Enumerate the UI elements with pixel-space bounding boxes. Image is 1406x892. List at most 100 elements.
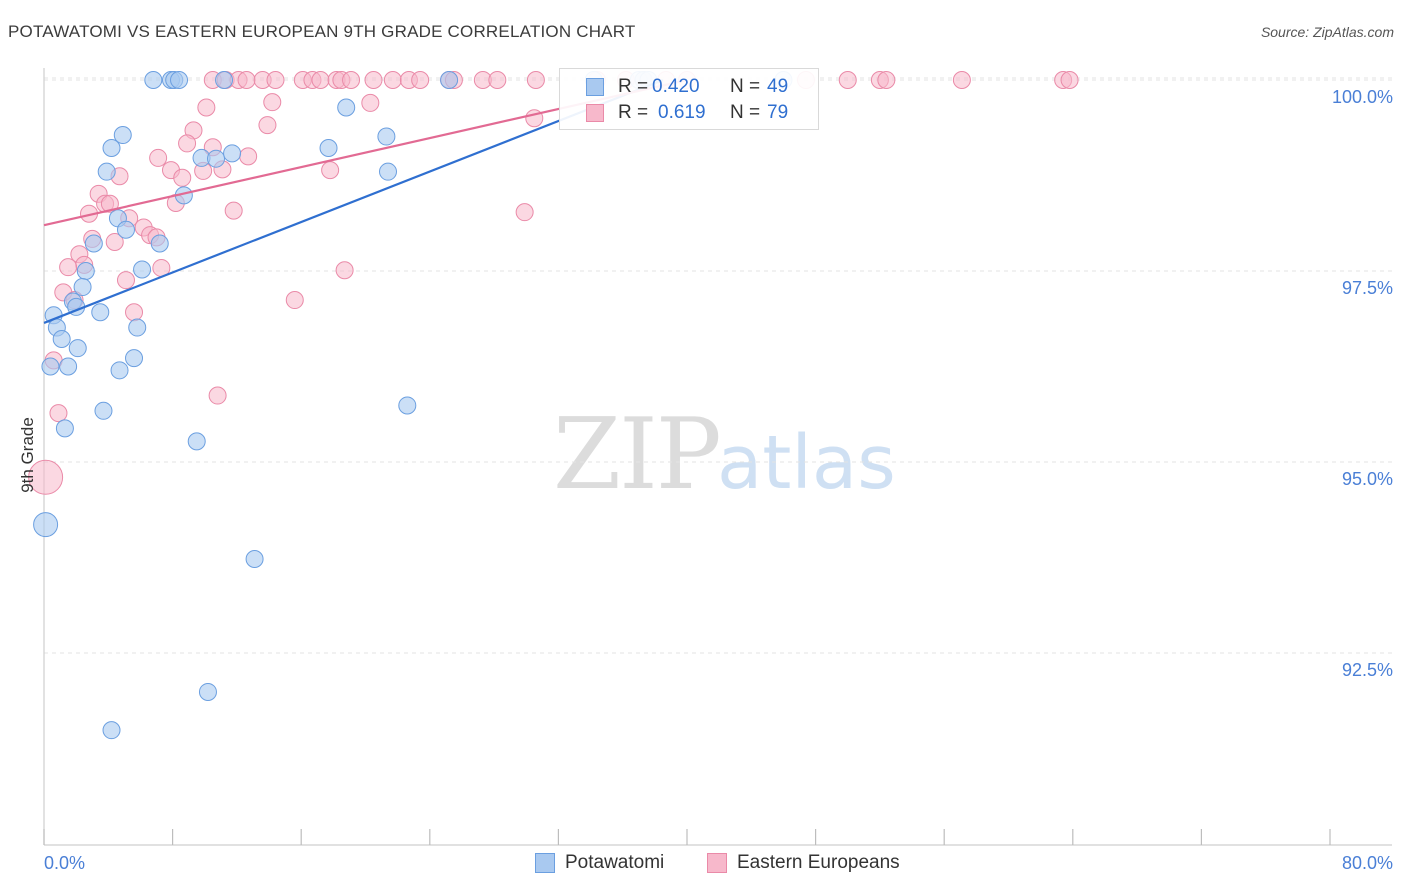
eastern-europeans-point <box>116 271 135 290</box>
potawatomi-point <box>84 234 103 253</box>
potawatomi-point <box>68 339 87 358</box>
potawatomi-point <box>398 396 417 415</box>
eastern-europeans-point <box>342 71 361 89</box>
eastern-europeans-point <box>208 386 227 405</box>
eastern-europeans-point <box>266 71 285 89</box>
eastern-europeans-point <box>263 93 282 112</box>
potawatomi-point <box>91 303 110 322</box>
x-tick-label: 0.0% <box>44 853 85 873</box>
potawatomi-point <box>215 71 234 89</box>
potawatomi-point <box>125 349 144 368</box>
eastern-europeans-point <box>239 147 258 166</box>
eastern-europeans-point <box>173 168 192 187</box>
chart-title: POTAWATOMI VS EASTERN EUROPEAN 9TH GRADE… <box>8 22 636 41</box>
potawatomi-point <box>207 149 226 168</box>
bottom-legend-potawatomi: Potawatomi <box>535 852 664 874</box>
eastern-europeans-point <box>197 98 216 117</box>
legend-swatch-pink <box>586 104 604 122</box>
eastern-europeans-point <box>411 71 430 89</box>
bottom-legend-swatch-pink <box>707 853 727 873</box>
eastern-europeans-point <box>526 71 545 89</box>
potawatomi-point <box>76 262 95 280</box>
potawatomi-point <box>133 260 152 279</box>
potawatomi-point <box>113 126 132 145</box>
eastern-europeans-points <box>28 71 1079 495</box>
potawatomi-point <box>110 361 129 380</box>
potawatomi-point <box>116 220 135 239</box>
eastern-europeans-point <box>1060 71 1079 89</box>
potawatomi-point <box>55 419 74 438</box>
potawatomi-point <box>187 432 206 451</box>
potawatomi-point <box>198 682 217 701</box>
y-tick-label: 97.5% <box>1342 278 1393 298</box>
legend-r-value: 0.420 <box>652 76 700 97</box>
potawatomi-point <box>223 144 242 163</box>
y-axis-label: 9th Grade <box>18 417 37 493</box>
potawatomi-point <box>128 318 147 337</box>
eastern-europeans-point <box>237 71 256 89</box>
y-tick-label: 92.5% <box>1342 660 1393 680</box>
eastern-europeans-point <box>361 93 380 112</box>
bottom-legend-label: Eastern Europeans <box>737 852 900 873</box>
potawatomi-point <box>144 71 163 89</box>
eastern-europeans-point <box>59 258 78 277</box>
watermark-zip: ZIP <box>553 398 722 512</box>
y-tick-label: 95.0% <box>1342 469 1393 489</box>
eastern-europeans-point <box>178 134 197 153</box>
legend-r-label: R = <box>618 76 649 97</box>
eastern-europeans-point <box>877 71 896 89</box>
source-label: Source: ZipAtlas.com <box>1260 24 1394 40</box>
y-tick-label: 100.0% <box>1332 87 1393 107</box>
eastern-europeans-point <box>515 203 534 222</box>
legend-n-label: N = <box>730 102 761 123</box>
potawatomi-point <box>41 357 60 376</box>
eastern-europeans-point <box>49 404 68 423</box>
stats-legend: R = 0.420 N = 49 R = 0.619 N = 79 <box>559 68 819 130</box>
eastern-europeans-point <box>105 232 124 251</box>
potawatomi-point <box>94 401 113 420</box>
legend-n-value: 79 <box>767 102 789 123</box>
eastern-europeans-point <box>311 71 330 89</box>
tick-labels: 92.5% 95.0% 97.5% 100.0% 0.0% 80.0% <box>44 87 1393 873</box>
eastern-europeans-point <box>224 201 243 220</box>
potawatomi-point <box>102 721 121 740</box>
legend-n-label: N = <box>730 76 761 97</box>
potawatomi-point <box>52 329 71 348</box>
bottom-legend-swatch-blue <box>535 853 555 873</box>
potawatomi-point <box>319 138 338 157</box>
eastern-europeans-point <box>952 71 971 89</box>
potawatomi-point <box>102 138 121 157</box>
potawatomi-points <box>33 71 793 740</box>
potawatomi-point <box>377 127 396 146</box>
eastern-europeans-point <box>364 71 383 89</box>
axes <box>43 68 1392 846</box>
x-tick-label: 80.0% <box>1342 853 1393 873</box>
potawatomi-point <box>150 234 169 253</box>
eastern-europeans-point <box>335 261 354 280</box>
potawatomi-point <box>97 162 116 181</box>
potawatomi-point <box>33 512 59 538</box>
eastern-europeans-point <box>28 459 64 495</box>
potawatomi-point <box>337 98 356 117</box>
legend-r-value: 0.619 <box>658 102 706 123</box>
eastern-europeans-point <box>149 148 168 167</box>
bottom-legend-label: Potawatomi <box>565 852 665 873</box>
legend-r-label: R = <box>618 102 649 123</box>
potawatomi-point <box>73 278 92 297</box>
bottom-legend-eastern-europeans: Eastern Europeans <box>707 852 900 874</box>
potawatomi-point <box>245 550 264 569</box>
eastern-europeans-point <box>488 71 507 89</box>
legend-n-value: 49 <box>767 76 789 97</box>
eastern-europeans-point <box>321 161 340 180</box>
potawatomi-point <box>170 71 189 89</box>
legend-swatch-blue <box>586 78 604 96</box>
eastern-europeans-point <box>838 71 857 89</box>
potawatomi-point <box>440 71 459 89</box>
potawatomi-point <box>59 357 78 376</box>
eastern-europeans-point <box>258 116 277 135</box>
eastern-europeans-point <box>285 291 304 310</box>
eastern-europeans-point <box>125 303 144 322</box>
watermark-atlas: atlas <box>717 420 896 506</box>
eastern-europeans-point <box>100 194 119 213</box>
